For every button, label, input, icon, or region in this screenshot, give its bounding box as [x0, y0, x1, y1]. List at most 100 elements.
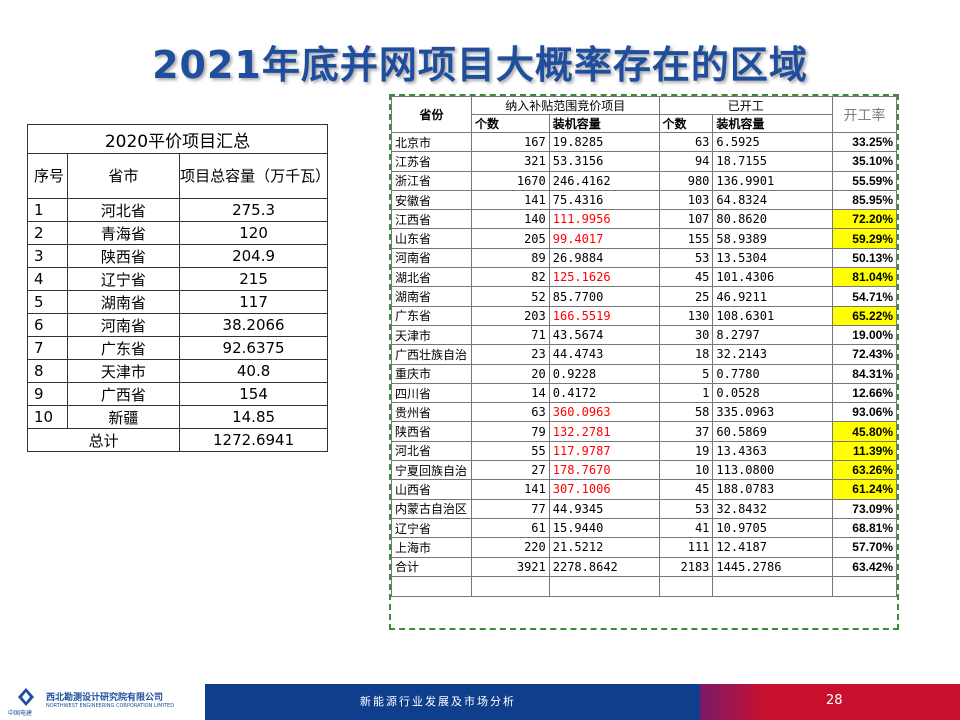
start-rate-cell: 72.20%	[832, 209, 897, 230]
company-logo-icon	[18, 688, 34, 706]
header-started: 已开工	[658, 96, 834, 115]
start-rate-cell: 73.09%	[832, 498, 897, 519]
row-capacity: 117	[179, 290, 328, 314]
total-label: 总计	[26, 428, 181, 452]
started-count-cell: 58	[658, 402, 714, 423]
started-capacity-cell: 64.8324	[712, 189, 834, 211]
province-cell: 广东省	[391, 305, 472, 326]
summary-row: 5 湖南省 117	[27, 290, 328, 314]
header-index: 序号	[27, 153, 68, 199]
count-cell: 77	[470, 498, 550, 519]
province-cell: 陕西省	[391, 421, 472, 442]
province-cell: 合计	[391, 556, 472, 577]
count-cell: 55	[470, 440, 550, 462]
count-cell: 27	[470, 460, 550, 481]
start-rate-cell: 57.70%	[832, 537, 897, 558]
capacity-cell: 111.9956	[548, 209, 660, 230]
company-name-en: NORTHWEST ENGINEERING CORPORATION LIMITE…	[46, 703, 175, 709]
start-rate-cell: 65.22%	[832, 305, 897, 326]
row-index: 9	[27, 382, 68, 406]
count-cell: 141	[470, 479, 550, 500]
started-count-cell: 94	[658, 151, 714, 172]
province-row: 天津市 71 43.5674 30 8.2797 19.00%	[391, 324, 897, 346]
header-started-count: 个数	[658, 114, 714, 133]
started-capacity-cell: 335.0963	[712, 402, 834, 423]
province-cell: 内蒙古自治区	[391, 498, 472, 519]
province-row: 合计 3921 2278.8642 2183 1445.2786 63.42%	[391, 556, 897, 577]
started-count-cell: 45	[658, 267, 714, 288]
province-cell: 重庆市	[391, 363, 472, 384]
start-rate-cell: 93.06%	[832, 402, 897, 423]
empty-cell	[658, 575, 714, 597]
province-cell: 天津市	[391, 324, 472, 346]
province-cell: 广西壮族自治	[391, 344, 472, 365]
started-capacity-cell: 8.2797	[712, 324, 834, 346]
start-rate-cell: 72.43%	[832, 344, 897, 365]
started-capacity-cell: 60.5869	[712, 421, 834, 442]
start-rate-cell: 85.95%	[832, 189, 897, 211]
province-cell: 河北省	[391, 440, 472, 462]
started-count-cell: 155	[658, 228, 714, 249]
started-count-cell: 53	[658, 498, 714, 519]
started-capacity-cell: 0.0528	[712, 382, 834, 404]
footer-subtitle: 新能源行业发展及市场分析	[360, 695, 516, 708]
province-row: 河南省 89 26.9884 53 13.5304 50.13%	[391, 247, 897, 269]
footer-bar: 西北勘测设计研究院有限公司 NORTHWEST ENGINEERING CORP…	[0, 684, 960, 720]
started-capacity-cell: 136.9901	[712, 170, 834, 191]
province-cell: 上海市	[391, 537, 472, 558]
capacity-cell: 178.7670	[548, 460, 660, 481]
capacity-cell: 21.5212	[548, 537, 660, 558]
capacity-cell: 360.0963	[548, 402, 660, 423]
capacity-cell: 99.4017	[548, 228, 660, 249]
capacity-cell: 44.4743	[548, 344, 660, 365]
started-capacity-cell: 113.0800	[712, 460, 834, 481]
province-cell: 山东省	[391, 228, 472, 249]
started-count-cell: 37	[658, 421, 714, 442]
province-row: 广西壮族自治 23 44.4743 18 32.2143 72.43%	[391, 344, 897, 365]
row-province: 广西省	[66, 382, 181, 406]
started-capacity-cell: 1445.2786	[712, 556, 834, 577]
row-capacity: 204.9	[179, 244, 328, 268]
started-count-cell: 5	[658, 363, 714, 384]
header-start-rate: 开工率	[832, 96, 897, 133]
capacity-cell: 15.9440	[548, 517, 660, 539]
row-index: 2	[27, 221, 68, 245]
started-count-cell: 10	[658, 460, 714, 481]
row-capacity: 215	[179, 267, 328, 291]
count-cell: 141	[470, 189, 550, 211]
started-capacity-cell: 108.6301	[712, 305, 834, 326]
empty-cell	[548, 575, 660, 597]
start-rate-cell: 35.10%	[832, 151, 897, 172]
row-province: 辽宁省	[66, 267, 181, 291]
start-rate-cell: 84.31%	[832, 363, 897, 384]
row-capacity: 92.6375	[179, 336, 328, 360]
capacity-cell: 117.9787	[548, 440, 660, 462]
start-rate-cell: 33.25%	[832, 131, 897, 153]
province-row: 湖北省 82 125.1626 45 101.4306 81.04%	[391, 267, 897, 288]
header-started-capacity: 装机容量	[712, 114, 834, 133]
started-projects-table: 省份 纳入补贴范围竞价项目 已开工 开工率 个数 装机容量 个数 装机容量 北京…	[391, 96, 897, 597]
started-count-cell: 25	[658, 286, 714, 307]
province-row: 辽宁省 61 15.9440 41 10.9705 68.81%	[391, 517, 897, 539]
header-capacity: 项目总容量（万千瓦）	[179, 153, 330, 199]
started-capacity-cell: 80.8620	[712, 209, 834, 230]
capacity-cell: 44.9345	[548, 498, 660, 519]
summary-row: 1 河北省 275.3	[27, 198, 328, 222]
row-capacity: 120	[179, 221, 328, 245]
started-count-cell: 45	[658, 479, 714, 500]
province-cell: 北京市	[391, 131, 472, 153]
row-capacity: 40.8	[179, 359, 328, 383]
start-rate-cell: 12.66%	[832, 382, 897, 404]
province-cell: 安徽省	[391, 189, 472, 211]
started-capacity-cell: 32.2143	[712, 344, 834, 365]
footer-logo-area: 西北勘测设计研究院有限公司 NORTHWEST ENGINEERING CORP…	[0, 684, 205, 720]
province-row: 上海市 220 21.5212 111 12.4187 57.70%	[391, 537, 897, 558]
province-cell: 湖南省	[391, 286, 472, 307]
row-province: 湖南省	[66, 290, 181, 314]
province-cell: 江西省	[391, 209, 472, 230]
count-cell: 63	[470, 402, 550, 423]
summary-row: 7 广东省 92.6375	[27, 336, 328, 360]
company-name-cn: 西北勘测设计研究院有限公司	[46, 693, 164, 703]
count-cell: 140	[470, 209, 550, 230]
count-cell: 205	[470, 228, 550, 249]
